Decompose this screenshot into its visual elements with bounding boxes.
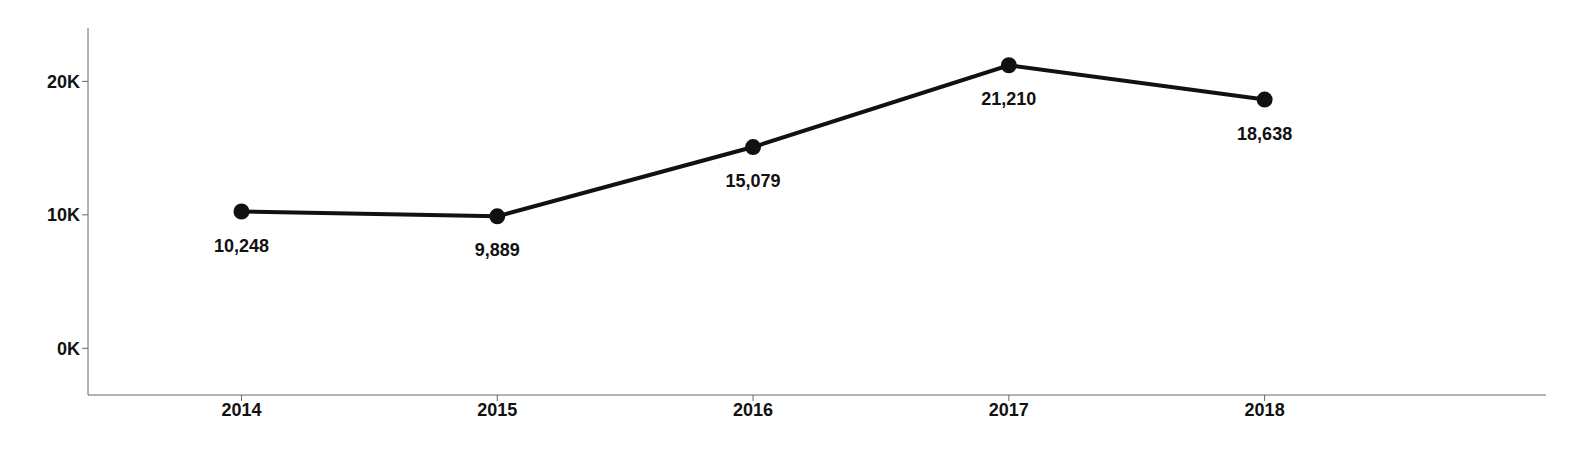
svg-text:2018: 2018 xyxy=(1245,400,1285,420)
svg-text:10,248: 10,248 xyxy=(214,236,269,256)
svg-text:18,638: 18,638 xyxy=(1237,124,1292,144)
svg-text:2017: 2017 xyxy=(989,400,1029,420)
svg-text:2015: 2015 xyxy=(477,400,517,420)
svg-text:2016: 2016 xyxy=(733,400,773,420)
svg-text:21,210: 21,210 xyxy=(981,89,1036,109)
svg-text:20K: 20K xyxy=(47,72,80,92)
svg-text:10K: 10K xyxy=(47,205,80,225)
svg-text:2014: 2014 xyxy=(221,400,261,420)
svg-text:0K: 0K xyxy=(57,339,80,359)
svg-text:15,079: 15,079 xyxy=(726,171,781,191)
svg-text:9,889: 9,889 xyxy=(475,240,520,260)
